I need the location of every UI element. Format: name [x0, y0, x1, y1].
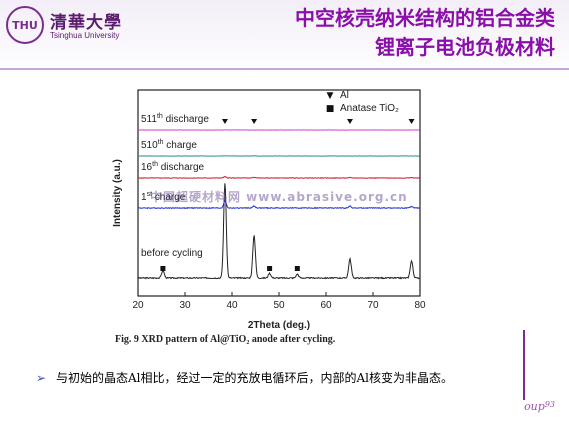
seal-icon: THU: [6, 6, 44, 44]
legend-marker: ▼: [327, 91, 334, 101]
title-line-2: 锂离子电池负极材料: [375, 35, 555, 59]
slide-title: 中空核壳纳米结构的铝合金类 锂离子电池负极材料: [295, 4, 555, 62]
series-label: 1st charge: [141, 191, 186, 203]
university-logo: THU 清華大學 Tsinghua University: [6, 6, 156, 50]
x-tick-label: 40: [226, 300, 238, 311]
al-marker: [221, 119, 228, 124]
series-label: 511th discharge: [141, 113, 209, 125]
series-label: before cycling: [141, 248, 203, 259]
x-tick-label: 80: [414, 300, 426, 311]
figure-caption: Fig. 9 XRD pattern of Al@TiO₂ anode afte…: [115, 334, 336, 345]
page-number: oup93: [524, 400, 555, 413]
x-tick-label: 70: [367, 300, 379, 311]
bullet-text: 与初始的晶态Al相比，经过一定的充放电循环后，内部的Al核变为非晶态。: [56, 371, 454, 385]
header-divider: [0, 68, 569, 70]
x-tick-label: 50: [273, 300, 285, 311]
accent-bar: [523, 330, 525, 400]
series-line: [137, 176, 420, 179]
series-line: [137, 183, 420, 280]
title-line-1: 中空核壳纳米结构的铝合金类: [295, 6, 555, 30]
series-line: [137, 199, 420, 210]
x-tick-label: 20: [132, 300, 144, 311]
x-tick-label: 30: [179, 300, 191, 311]
al-marker: [346, 119, 353, 124]
logo-chinese-name: 清華大學: [50, 13, 122, 33]
xrd-chart: 20 30 40 50 60 70 80 2Theta (deg.) Intensity (a.…: [112, 89, 426, 331]
anatase-marker: [267, 266, 273, 271]
al-marker: [251, 119, 258, 124]
legend-marker: ■: [326, 104, 335, 114]
al-marker: [408, 119, 415, 124]
legend-label: Al: [340, 90, 349, 101]
x-tick-label: 60: [320, 300, 332, 311]
arrow-bullet-icon: ➢: [36, 371, 47, 385]
series-label: 510th charge: [141, 139, 197, 151]
watermark: 中国超硬材料网 www.abrasive.org.cn: [150, 190, 408, 204]
y-axis-label: Intensity (a.u.): [112, 159, 123, 227]
logo-english-name: Tsinghua University: [50, 31, 120, 40]
anatase-marker: [294, 266, 300, 271]
x-axis-label: 2Theta (deg.): [248, 320, 310, 331]
anatase-marker: [160, 266, 166, 271]
legend-label: Anatase TiO₂: [340, 103, 399, 114]
series-label: 16th discharge: [141, 161, 205, 173]
